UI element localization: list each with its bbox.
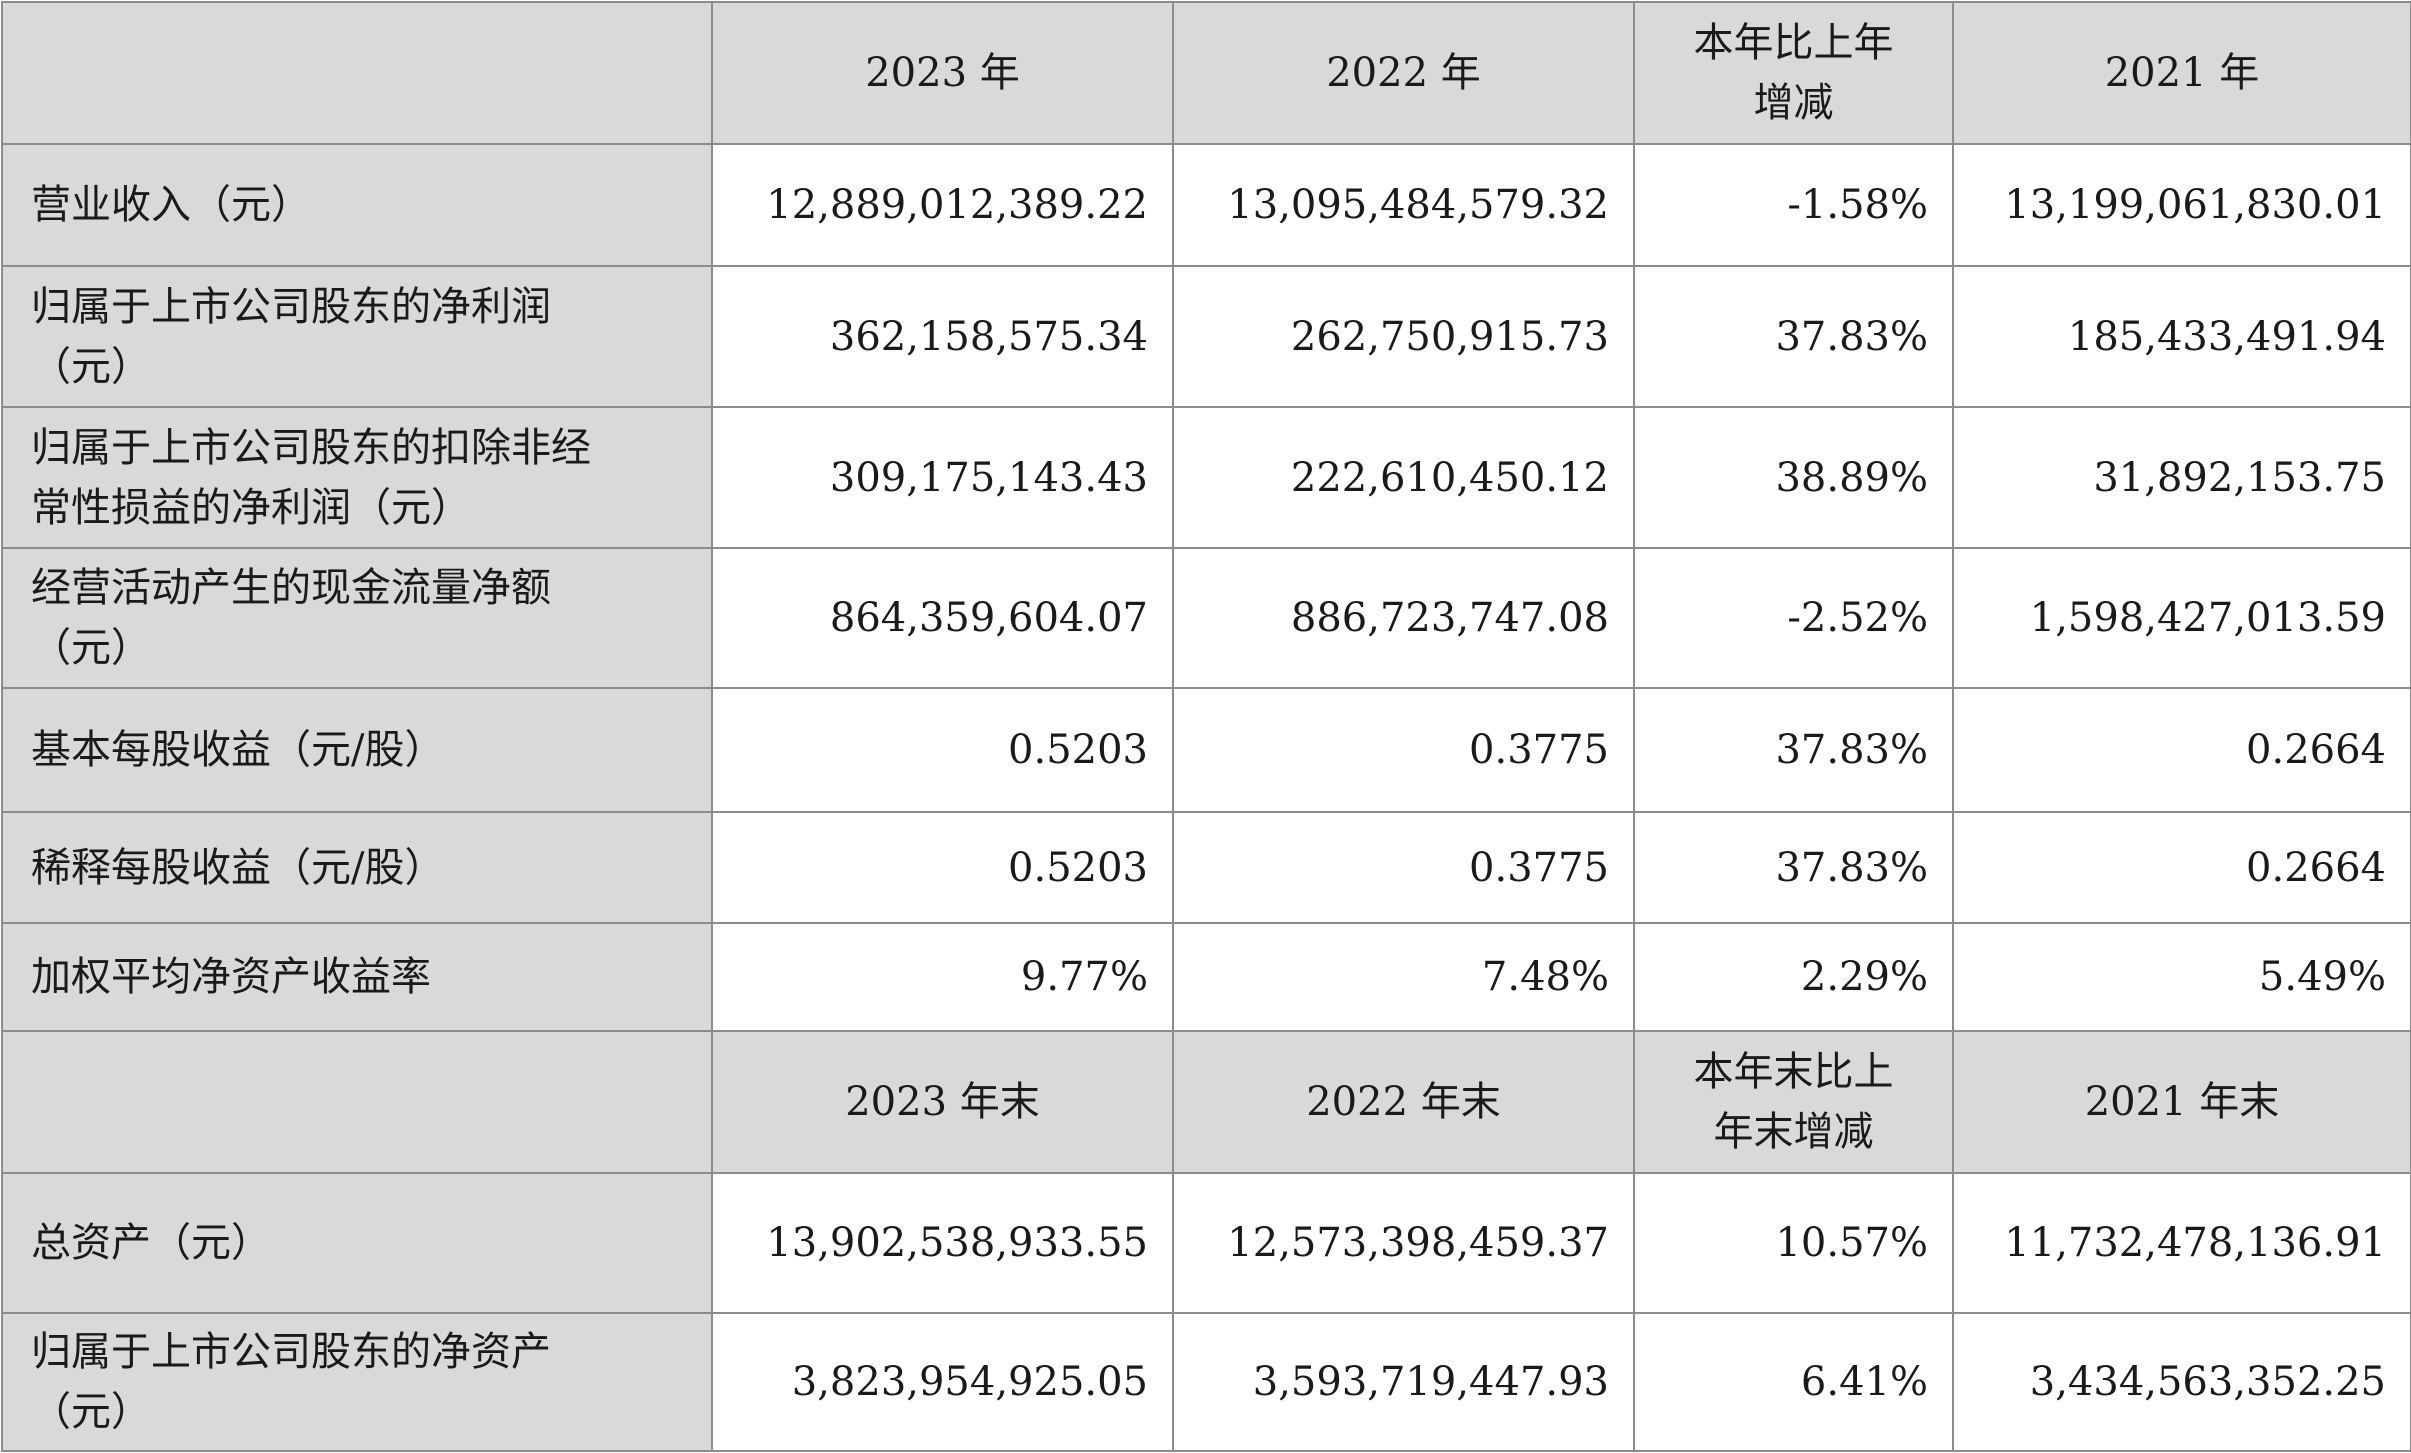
table-row: 加权平均净资产收益率 9.77% 7.48% 2.29% 5.49% xyxy=(1,922,2411,1032)
header-2022: 2022 年 xyxy=(1172,1,1635,145)
value-2021: 3,434,563,352.25 xyxy=(1952,1312,2411,1452)
value-2021: 185,433,491.94 xyxy=(1952,265,2411,408)
row-label-line1: 营业收入（元） xyxy=(31,182,311,228)
row-label-line1: 稀释每股收益（元/股） xyxy=(31,844,445,891)
table-row: 经营活动产生的现金流量净额 （元） 864,359,604.07 886,723… xyxy=(1,547,2411,689)
header-2023: 2023 年 xyxy=(711,1,1174,145)
table-row: 归属于上市公司股东的扣除非经 常性损益的净利润（元） 309,175,143.4… xyxy=(1,406,2411,549)
value-2023: 362,158,575.34 xyxy=(711,265,1174,408)
value-change: 10.57% xyxy=(1633,1172,1954,1314)
header-blank-cell xyxy=(1,1,713,145)
value-2021: 0.2664 xyxy=(1952,687,2411,813)
value-2023: 13,902,538,933.55 xyxy=(711,1172,1174,1314)
value-2023: 0.5203 xyxy=(711,811,1174,924)
row-label-line1: 归属于上市公司股东的净利润 xyxy=(31,283,551,330)
row-label: 归属于上市公司股东的净资产 （元） xyxy=(1,1312,713,1452)
value-2023: 12,889,012,389.22 xyxy=(711,143,1174,267)
value-2022: 0.3775 xyxy=(1172,687,1635,813)
row-label: 稀释每股收益（元/股） xyxy=(1,811,713,924)
header-change-end-line1: 本年末比上 xyxy=(1693,1049,1894,1095)
value-2022: 7.48% xyxy=(1172,922,1635,1032)
row-label: 经营活动产生的现金流量净额 （元） xyxy=(1,547,713,689)
table-header-row-year-end: 2023 年末 2022 年末 本年末比上 年末增减 2021 年末 xyxy=(1,1030,2411,1174)
value-2022: 13,095,484,579.32 xyxy=(1172,143,1635,267)
header-2023-end: 2023 年末 xyxy=(711,1030,1174,1174)
value-2023: 3,823,954,925.05 xyxy=(711,1312,1174,1452)
value-change: 37.83% xyxy=(1633,687,1954,813)
value-2022: 0.3775 xyxy=(1172,811,1635,924)
table-row: 归属于上市公司股东的净资产 （元） 3,823,954,925.05 3,593… xyxy=(1,1312,2411,1452)
table-row: 归属于上市公司股东的净利润 （元） 362,158,575.34 262,750… xyxy=(1,265,2411,408)
row-label-line1: 归属于上市公司股东的扣除非经 xyxy=(31,424,591,471)
row-label: 归属于上市公司股东的扣除非经 常性损益的净利润（元） xyxy=(1,406,713,549)
value-change: 37.83% xyxy=(1633,265,1954,408)
table-row: 总资产（元） 13,902,538,933.55 12,573,398,459.… xyxy=(1,1172,2411,1314)
row-label-line1: 归属于上市公司股东的净资产 xyxy=(31,1329,551,1375)
value-2021: 5.49% xyxy=(1952,922,2411,1032)
value-change: 6.41% xyxy=(1633,1312,1954,1452)
table-header-row: 2023 年 2022 年 本年比上年 增减 2021 年 xyxy=(1,1,2411,145)
row-label: 基本每股收益（元/股） xyxy=(1,687,713,813)
value-2023: 864,359,604.07 xyxy=(711,547,1174,689)
value-2022: 12,573,398,459.37 xyxy=(1172,1172,1635,1314)
value-2023: 9.77% xyxy=(711,922,1174,1032)
row-label-line1: 加权平均净资产收益率 xyxy=(31,954,431,1000)
value-2023: 0.5203 xyxy=(711,687,1174,813)
value-2021: 0.2664 xyxy=(1952,811,2411,924)
header-change-line2: 增减 xyxy=(1753,80,1834,126)
row-label: 营业收入（元） xyxy=(1,143,713,267)
row-label-line1: 经营活动产生的现金流量净额 xyxy=(31,565,551,611)
header-change-end-line2: 年末增减 xyxy=(1713,1109,1874,1155)
header-blank-cell xyxy=(1,1030,713,1174)
header-change-end: 本年末比上 年末增减 xyxy=(1633,1030,1954,1174)
value-2022: 886,723,747.08 xyxy=(1172,547,1635,689)
header-2021: 2021 年 xyxy=(1952,1,2411,145)
value-2022: 3,593,719,447.93 xyxy=(1172,1312,1635,1452)
header-change: 本年比上年 增减 xyxy=(1633,1,1954,145)
row-label: 归属于上市公司股东的净利润 （元） xyxy=(1,265,713,408)
value-change: -1.58% xyxy=(1633,143,1954,267)
value-2021: 1,598,427,013.59 xyxy=(1952,547,2411,689)
value-2021: 13,199,061,830.01 xyxy=(1952,143,2411,267)
row-label-line1: 基本每股收益（元/股） xyxy=(31,727,445,773)
value-change: 38.89% xyxy=(1633,406,1954,549)
value-2022: 262,750,915.73 xyxy=(1172,265,1635,408)
header-2022-end: 2022 年末 xyxy=(1172,1030,1635,1174)
row-label: 总资产（元） xyxy=(1,1172,713,1314)
row-label: 加权平均净资产收益率 xyxy=(1,922,713,1032)
row-label-line2: （元） xyxy=(31,343,151,390)
row-label-line1: 总资产（元） xyxy=(31,1220,271,1266)
header-2021-end: 2021 年末 xyxy=(1952,1030,2411,1174)
table-row: 稀释每股收益（元/股） 0.5203 0.3775 37.83% 0.2664 xyxy=(1,811,2411,924)
table-row: 营业收入（元） 12,889,012,389.22 13,095,484,579… xyxy=(1,143,2411,267)
value-2021: 31,892,153.75 xyxy=(1952,406,2411,549)
row-label-line2: （元） xyxy=(31,1389,151,1435)
row-label-line2: 常性损益的净利润（元） xyxy=(31,484,471,531)
header-change-line1: 本年比上年 xyxy=(1693,20,1894,66)
row-label-line2: （元） xyxy=(31,625,151,671)
table-row: 基本每股收益（元/股） 0.5203 0.3775 37.83% 0.2664 xyxy=(1,687,2411,813)
value-2021: 11,732,478,136.91 xyxy=(1952,1172,2411,1314)
value-change: -2.52% xyxy=(1633,547,1954,689)
value-change: 37.83% xyxy=(1633,811,1954,924)
value-change: 2.29% xyxy=(1633,922,1954,1032)
value-2023: 309,175,143.43 xyxy=(711,406,1174,549)
value-2022: 222,610,450.12 xyxy=(1172,406,1635,549)
